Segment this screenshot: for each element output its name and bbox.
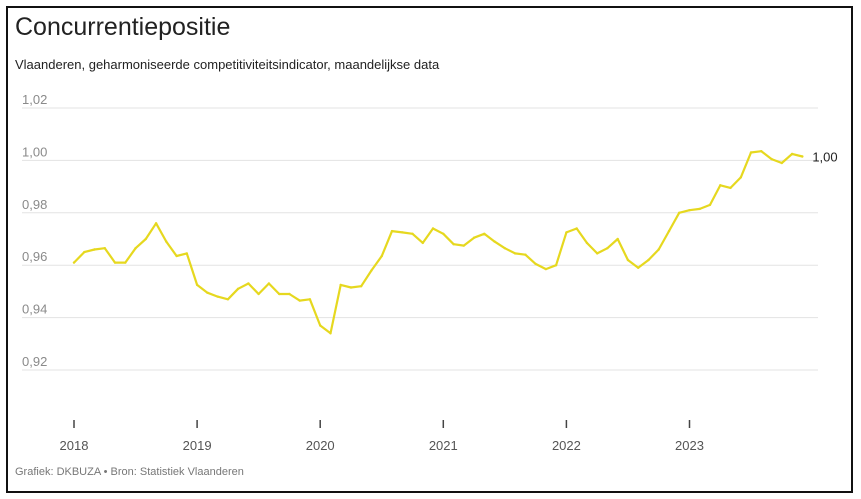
data-point <box>226 298 230 301</box>
data-point <box>175 254 178 258</box>
data-point <box>616 237 619 241</box>
data-point <box>298 299 301 302</box>
data-point <box>349 286 353 289</box>
data-point <box>503 247 506 250</box>
data-point <box>165 240 168 243</box>
y-tick-label: 0,96 <box>22 249 47 264</box>
series-points <box>72 150 804 335</box>
data-point <box>339 283 342 287</box>
data-point <box>206 291 209 294</box>
series-line <box>72 150 804 335</box>
data-point <box>575 227 578 230</box>
data-point <box>72 261 76 264</box>
data-point <box>370 269 373 272</box>
data-point <box>319 324 322 327</box>
data-point <box>524 253 527 256</box>
data-point <box>380 254 383 258</box>
data-point <box>113 261 117 264</box>
x-axis-ticks: 2018 2019 2020 2021 2022 2023 <box>60 420 704 453</box>
data-point <box>483 232 486 235</box>
data-point <box>678 211 681 214</box>
x-tick-label: 2022 <box>552 438 581 453</box>
data-point <box>688 209 691 212</box>
data-point <box>565 231 568 234</box>
data-point <box>708 203 712 207</box>
data-point <box>236 287 240 290</box>
data-point <box>554 264 558 267</box>
data-point <box>83 250 86 254</box>
data-point <box>442 232 445 235</box>
data-point <box>134 247 137 250</box>
data-point <box>431 227 435 230</box>
data-point <box>760 150 763 153</box>
data-point <box>452 243 455 246</box>
data-point <box>749 151 753 154</box>
y-tick-label: 0,92 <box>22 354 47 369</box>
x-tick-label: 2023 <box>675 438 704 453</box>
data-point <box>360 285 363 288</box>
data-point <box>770 157 773 161</box>
data-point <box>421 241 424 245</box>
data-point <box>247 282 250 285</box>
y-tick-label: 1,00 <box>22 144 47 159</box>
x-tick-label: 2019 <box>183 438 212 453</box>
data-point <box>637 266 640 269</box>
data-point <box>596 252 599 255</box>
data-point <box>93 248 96 251</box>
data-point <box>144 237 147 241</box>
end-value-label: 1,00 <box>812 149 837 164</box>
data-point <box>411 232 414 235</box>
data-point <box>493 240 496 243</box>
data-point <box>257 292 260 296</box>
chart-subtitle: Vlaanderen, geharmoniseerde competitivit… <box>15 57 440 72</box>
data-point <box>667 229 671 233</box>
data-point <box>462 244 465 247</box>
y-axis-ticks: 0,92 0,94 0,96 0,98 1,00 1,02 <box>22 92 47 369</box>
x-tick-label: 2020 <box>306 438 335 453</box>
data-point <box>329 332 332 335</box>
data-point <box>154 222 158 225</box>
source-credit: Grafiek: DKBUZA • Bron: Statistiek Vlaan… <box>15 466 244 478</box>
y-tick-label: 1,02 <box>22 92 47 107</box>
data-point <box>544 267 548 271</box>
data-point <box>647 258 650 262</box>
data-point <box>216 295 219 298</box>
data-point <box>790 152 794 156</box>
data-point <box>401 231 404 234</box>
data-point <box>513 252 517 255</box>
data-point <box>698 207 701 211</box>
y-tick-label: 0,98 <box>22 197 47 212</box>
data-point <box>124 261 127 264</box>
data-point <box>288 292 291 296</box>
data-point <box>185 252 188 255</box>
data-point <box>390 229 394 233</box>
x-tick-label: 2021 <box>429 438 458 453</box>
grid-lines <box>22 107 818 371</box>
chart-frame <box>6 6 853 493</box>
data-point <box>729 186 732 190</box>
data-point <box>195 283 199 287</box>
data-point <box>267 282 271 285</box>
data-point <box>278 292 281 296</box>
data-point <box>103 247 107 250</box>
data-point <box>585 241 589 245</box>
data-point <box>657 248 660 251</box>
data-point <box>801 155 804 158</box>
data-point <box>780 161 783 165</box>
data-point <box>308 298 312 301</box>
x-tick-label: 2018 <box>60 438 89 453</box>
data-point <box>472 236 476 239</box>
data-point <box>626 258 630 262</box>
data-point <box>534 262 537 266</box>
y-tick-label: 0,94 <box>22 302 47 317</box>
data-point <box>719 184 722 187</box>
data-point <box>739 176 742 179</box>
chart-title: Concurrentiepositie <box>15 13 231 41</box>
data-point <box>606 247 609 250</box>
